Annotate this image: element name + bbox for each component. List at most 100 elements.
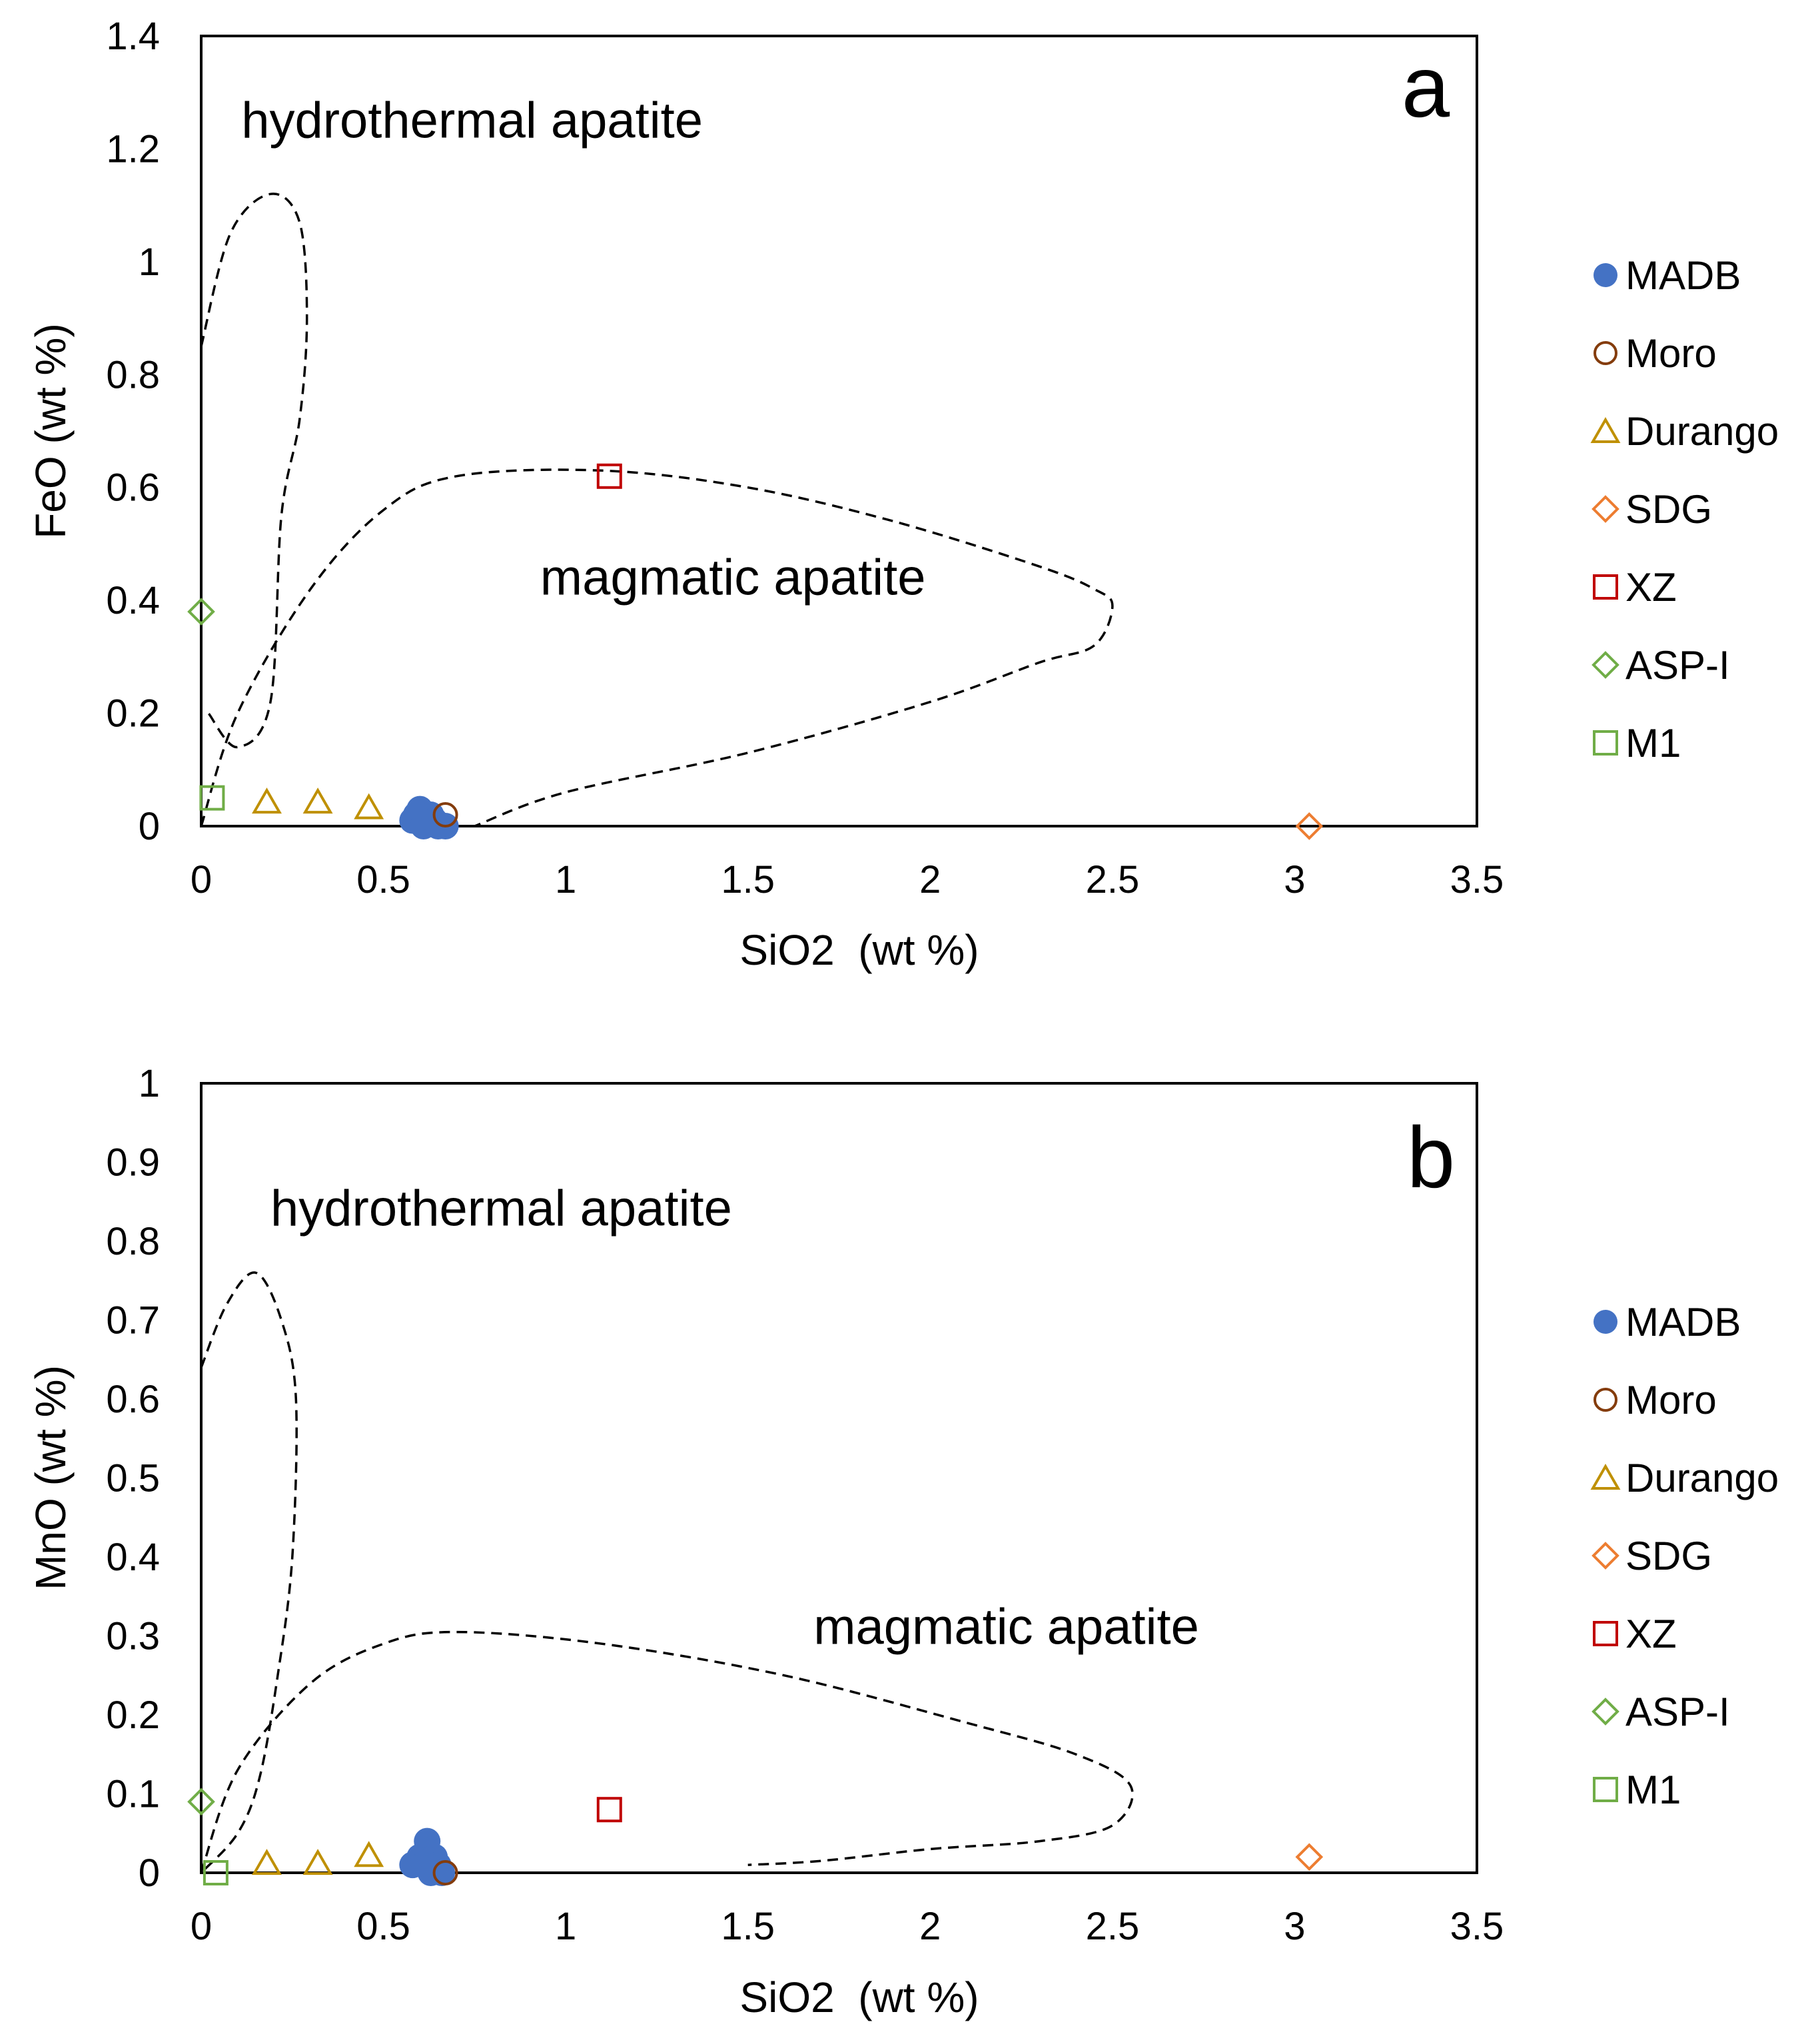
panel-a-y-tick: 1.2 (106, 127, 160, 171)
panel-a: hydrothermal apatite magmatic apatite 0 … (27, 15, 1504, 974)
legend-marker-madb (1593, 1310, 1617, 1334)
point-durango (302, 787, 333, 814)
panel-b-x-tick: 2 (919, 1905, 941, 1948)
legend-label-xz: XZ (1625, 1612, 1677, 1656)
legend-marker-xz (1593, 1621, 1618, 1646)
panel-a-x-tick: 0.5 (356, 858, 410, 901)
region-boundary-magmatic (200, 1630, 1134, 1873)
point-sdg (1295, 1843, 1324, 1871)
legend-entry-moro: Moro (1593, 1378, 1717, 1422)
legend-label-madb: MADB (1625, 1300, 1741, 1344)
region-boundary-magmatic (200, 468, 1114, 827)
legend-label-sdg: SDG (1625, 487, 1712, 532)
panel-b-y-ticks: 0 0.1 0.2 0.3 0.4 0.5 0.6 0.7 0.8 0.9 1 (106, 1062, 160, 1895)
panel-b-region-label-magmatic: magmatic apatite (813, 1598, 1199, 1655)
panel-a-x-tick: 0 (191, 858, 212, 901)
panel-a-y-tick: 1 (139, 241, 160, 284)
panel-b-y-tick: 0.9 (106, 1141, 160, 1185)
legend-marker-sdg (1592, 1542, 1619, 1570)
legend-entry-xz: XZ (1593, 1612, 1677, 1656)
panel-a-region-label-hydrothermal: hydrothermal apatite (241, 93, 703, 149)
panel-a-y-axis-label: FeO (wt %) (27, 323, 75, 539)
panel-b-y-tick: 1 (139, 1062, 160, 1105)
panel-a-x-tick: 3 (1284, 858, 1305, 901)
panel-b-x-ticks: 0 0.5 1 1.5 2 2.5 3 3.5 (191, 1905, 1504, 1948)
legend-entry-durango: Durango (1590, 409, 1779, 454)
panel-a-x-tick: 3.5 (1450, 858, 1504, 901)
panel-b: hydrothermal apatite magmatic apatite 0 … (27, 1062, 1504, 2021)
legend-label-durango: Durango (1625, 1456, 1779, 1500)
panel-a-y-tick: 0.4 (106, 579, 160, 622)
panel-a-x-tick: 1.5 (721, 858, 775, 901)
panel-b-points (187, 1787, 1324, 1886)
point-madb (410, 1851, 437, 1879)
point-moro (432, 802, 458, 828)
legend-marker-moro (1593, 1388, 1617, 1412)
panel-b-x-tick: 3.5 (1450, 1905, 1504, 1948)
panel-a-y-tick: 0.6 (106, 466, 160, 510)
region-boundary-hydrothermal (200, 193, 308, 749)
point-durango (252, 787, 282, 814)
panel-a-x-tick: 2 (919, 858, 941, 901)
point-durango (354, 793, 384, 819)
point-asp-i (187, 1787, 215, 1816)
panel-b-x-tick: 1 (555, 1905, 576, 1948)
legend-marker-asp-i (1592, 1698, 1619, 1726)
legend-marker-xz (1593, 574, 1618, 600)
panel-a-legend: MADB Moro Durango SDG XZ ASP-I M1 (1590, 253, 1779, 765)
legend-marker-asp-i (1592, 651, 1619, 679)
legend-label-asp-i: ASP-I (1625, 1690, 1730, 1734)
point-durango (252, 1849, 282, 1875)
legend-label-asp-i: ASP-I (1625, 643, 1730, 688)
panel-b-regions (200, 1271, 1134, 1874)
panel-a-plot-frame (200, 35, 1478, 827)
legend-label-xz: XZ (1625, 565, 1677, 610)
legend-label-moro: Moro (1625, 1378, 1717, 1422)
legend-marker-madb (1593, 263, 1617, 287)
point-m1 (199, 785, 225, 811)
panel-b-x-tick: 0.5 (356, 1905, 410, 1948)
panel-b-y-tick: 0.3 (106, 1615, 160, 1658)
panel-a-region-label-magmatic: magmatic apatite (540, 550, 926, 606)
panel-a-x-tick: 1 (555, 858, 576, 901)
legend-marker-m1 (1593, 1777, 1618, 1802)
region-boundary-hydrothermal (200, 1271, 298, 1874)
point-durango (302, 1849, 333, 1875)
legend-label-sdg: SDG (1625, 1534, 1712, 1578)
panel-b-letter: b (1407, 1109, 1455, 1206)
legend-entry-asp-i: ASP-I (1592, 1690, 1730, 1734)
panel-a-x-tick: 2.5 (1086, 858, 1140, 901)
panel-a-x-ticks: 0 0.5 1 1.5 2 2.5 3 3.5 (191, 858, 1504, 901)
legend-marker-moro (1593, 341, 1617, 365)
panel-b-legend: MADB Moro Durango SDG XZ ASP-I M1 (1590, 1300, 1779, 1812)
panel-a-y-tick: 1.4 (106, 15, 160, 58)
point-xz (596, 1797, 622, 1823)
point-m1 (203, 1860, 228, 1885)
panel-b-y-tick: 0 (139, 1851, 160, 1895)
point-asp-i (187, 598, 215, 626)
panel-b-x-axis-label: SiO2 (wt %) (739, 1973, 979, 2021)
legend-entry-m1: M1 (1593, 1768, 1681, 1812)
panel-b-x-tick: 1.5 (721, 1905, 775, 1948)
point-moro (432, 1860, 458, 1885)
point-sdg (1295, 812, 1324, 840)
panel-a-x-axis-label: SiO2 (wt %) (739, 926, 979, 974)
panel-b-region-label-hydrothermal: hydrothermal apatite (270, 1180, 732, 1237)
legend-entry-asp-i: ASP-I (1592, 643, 1730, 688)
panel-a-y-tick: 0 (139, 805, 160, 848)
panel-a-letter: a (1402, 38, 1450, 135)
legend-entry-durango: Durango (1590, 1456, 1779, 1500)
panel-b-x-tick: 3 (1284, 1905, 1305, 1948)
panel-a-regions (200, 193, 1114, 827)
panel-b-y-tick: 0.8 (106, 1220, 160, 1263)
point-xz (596, 463, 622, 489)
panel-b-y-axis-label: MnO (wt %) (27, 1365, 75, 1590)
panel-b-y-tick: 0.2 (106, 1694, 160, 1737)
panel-b-y-tick: 0.7 (106, 1299, 160, 1342)
legend-entry-moro: Moro (1593, 331, 1717, 376)
legend-label-m1: M1 (1625, 721, 1681, 765)
legend-marker-sdg (1592, 495, 1619, 523)
panel-b-x-tick: 2.5 (1086, 1905, 1140, 1948)
panel-a-y-tick: 0.8 (106, 353, 160, 396)
